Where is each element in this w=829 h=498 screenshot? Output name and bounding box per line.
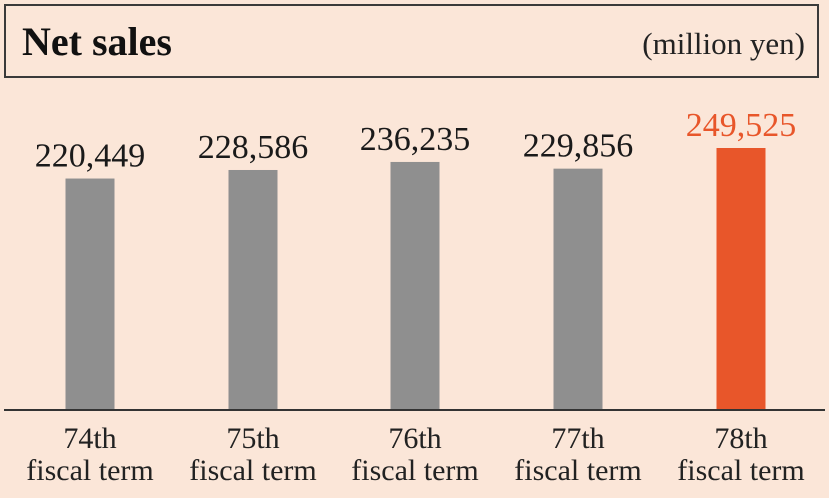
bar-4 [716,148,766,410]
x-tick-label-0-1: fiscal term [26,454,153,487]
x-tick-label-0-0: 74th [63,422,116,455]
chart-title: Net sales [22,19,172,64]
bar-0 [65,178,115,410]
bar-2 [390,161,440,410]
x-tick-label-2-0: 76th [388,422,441,455]
x-tick-label-1-0: 75th [226,422,279,455]
chart-header: Net sales (million yen) [4,4,819,78]
value-label-0: 220,449 [35,138,146,175]
x-tick-label-1-1: fiscal term [189,454,316,487]
value-label-4: 249,525 [686,107,797,144]
bar-1 [228,169,278,410]
x-tick-label-4-1: fiscal term [677,454,804,487]
bar-3 [553,168,603,410]
x-tick-label-2-1: fiscal term [351,454,478,487]
x-tick-label-4-0: 78th [714,422,767,455]
unit-label: (million yen) [642,26,805,61]
x-tick-label-3-0: 77th [551,422,604,455]
value-label-1: 228,586 [198,129,309,166]
value-label-2: 236,235 [360,121,471,158]
value-label-3: 229,856 [523,128,634,165]
x-tick-label-3-1: fiscal term [514,454,641,487]
